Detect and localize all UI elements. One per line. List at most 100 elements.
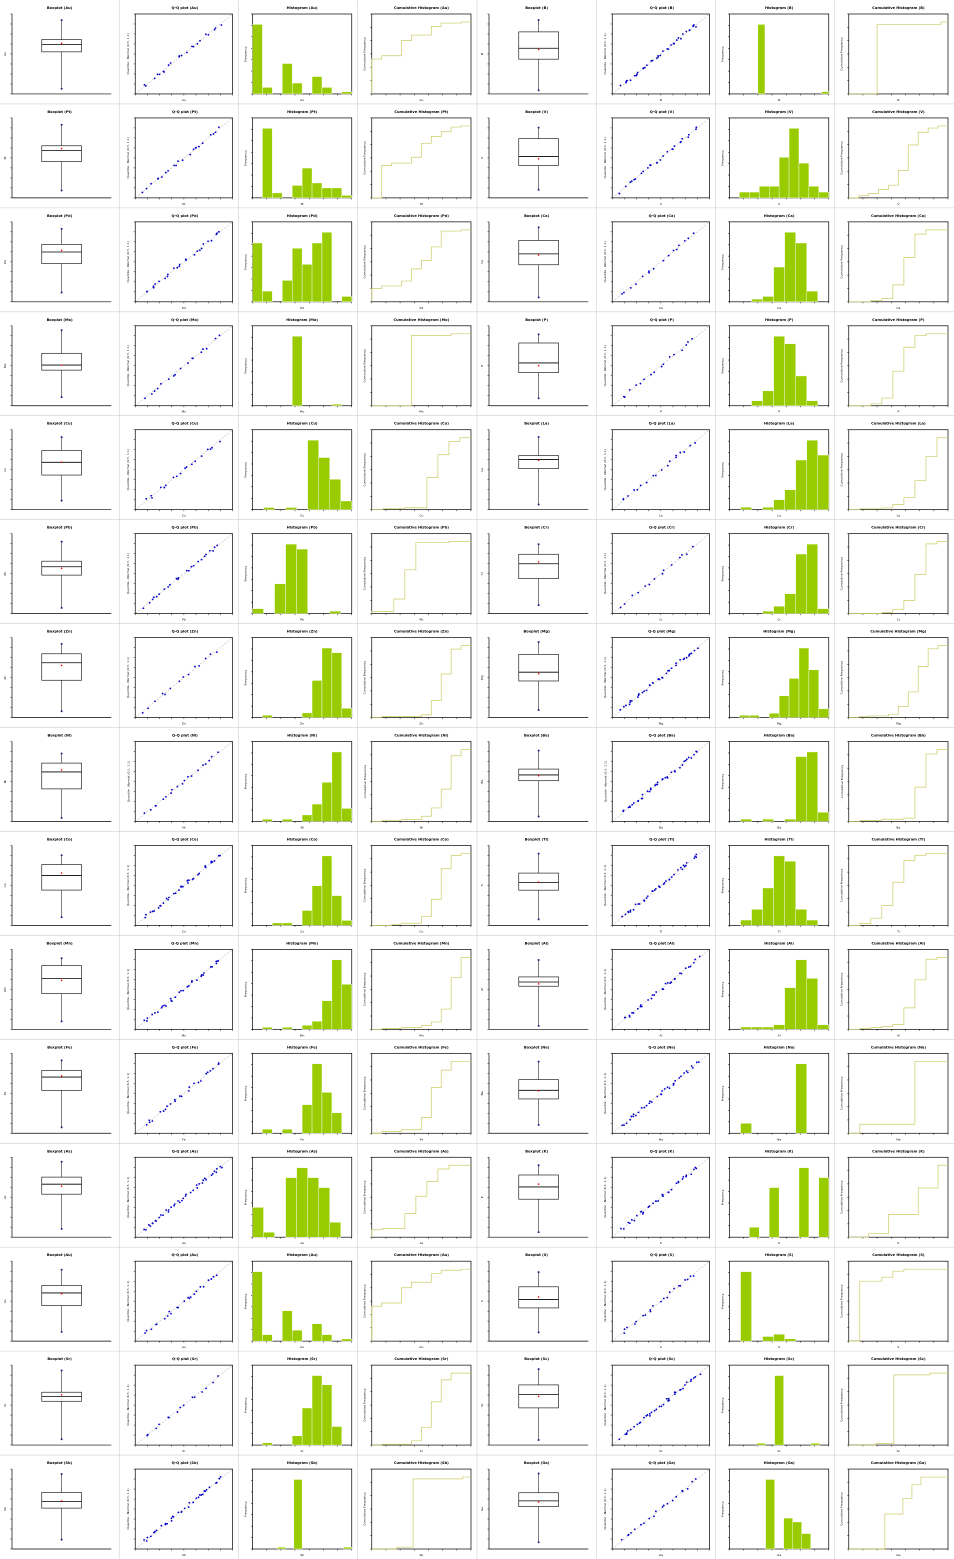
qq-point: [637, 696, 639, 698]
qq-point: [158, 73, 161, 76]
qq-point: [648, 1205, 651, 1208]
element-panel-group: Boxplot (Mg) Mg Q-Q plot (Mg) Quantile - No…: [480, 630, 949, 726]
hist-ylabel: Frequency: [244, 566, 248, 582]
qq-point: [635, 1320, 638, 1323]
cum-ylabel: Cumulative Frequency: [363, 245, 367, 279]
reference-line: [612, 741, 710, 822]
qq-point: [185, 466, 188, 468]
plot-frame: [371, 637, 472, 718]
hist-title: Histogram (La): [764, 422, 795, 426]
qq-point: [622, 809, 625, 812]
cum-line: [848, 125, 948, 199]
hist-ylabel: Frequency: [721, 1501, 725, 1517]
boxplot-ylabel: Ba: [480, 779, 484, 783]
qq-point: [202, 972, 205, 974]
element-panel-group: Boxplot (As) As Q-Q plot (As) Quantile - No…: [3, 1149, 472, 1245]
min-marker: [537, 296, 540, 299]
qq-point: [204, 657, 207, 660]
mean-marker: [537, 364, 540, 367]
hist-ylabel: Frequency: [721, 1397, 725, 1413]
qq-title: Q-Q plot (K): [650, 1149, 675, 1153]
qq-point: [680, 140, 682, 143]
qq-point: [213, 859, 216, 862]
cum-xlabel: Fe: [420, 1137, 424, 1141]
qq-point: [172, 476, 175, 479]
qq-point: [623, 1124, 625, 1127]
qq-ylabel: Quantile - Normal (0.5, 1.1): [603, 1384, 607, 1425]
plot-frame: [729, 741, 830, 822]
qq-point: [668, 356, 671, 358]
hist-bar: [321, 232, 333, 303]
qq-point: [668, 878, 671, 881]
qq-point: [210, 755, 213, 758]
qq-point: [649, 1310, 652, 1313]
hist-bar: [262, 1128, 273, 1134]
qq-point: [151, 910, 154, 913]
qq-point: [651, 994, 654, 997]
qq-point: [678, 972, 681, 975]
qq-xlabel: Pb: [182, 618, 186, 622]
qq-point: [682, 1387, 684, 1390]
qq-point: [687, 133, 690, 136]
qq-point: [209, 133, 212, 136]
qq-point: [182, 989, 185, 992]
qq-point: [663, 1087, 666, 1090]
qq-xlabel: Na: [659, 1137, 663, 1141]
qq-point: [695, 1061, 698, 1064]
qq-point: [172, 267, 175, 269]
qq-point: [176, 1411, 179, 1413]
qq-point: [677, 868, 679, 871]
qq-point: [685, 656, 688, 659]
hist-bar: [321, 87, 333, 95]
qq-point: [633, 1528, 636, 1531]
qq-point: [174, 892, 177, 895]
boxplot-title: Boxplot (Mg): [524, 630, 551, 634]
qq-point: [194, 460, 197, 463]
qq-point: [628, 1015, 631, 1018]
mean-marker: [60, 567, 63, 570]
qq-point: [668, 1087, 671, 1089]
qq-point: [661, 778, 664, 780]
qq-title: Q-Q plot (B): [650, 6, 675, 10]
qq-point: [178, 680, 181, 683]
max-marker: [60, 1059, 63, 1062]
hist-bar: [795, 375, 807, 406]
qq-point: [650, 997, 653, 1000]
max-marker: [537, 1271, 540, 1274]
cum-title: Cumulative Histogram (Ca): [871, 214, 926, 218]
qq-point: [662, 1195, 664, 1198]
qq-point: [673, 145, 676, 148]
box: [41, 653, 82, 681]
qq-point: [618, 192, 621, 195]
qq-point: [188, 1297, 191, 1300]
max-marker: [537, 1368, 540, 1371]
hist-title: Histogram (Ba): [764, 734, 795, 738]
hist-ylabel: Frequency: [721, 1189, 725, 1205]
qq-point: [633, 1219, 636, 1222]
qq-point: [695, 853, 698, 856]
min-marker: [537, 815, 540, 818]
qq-point: [170, 1312, 172, 1315]
qq-point: [631, 803, 634, 806]
qq-title: Q-Q plot (Cu): [172, 422, 199, 426]
hist-bar: [817, 608, 829, 614]
element-panel-group: Boxplot (Ca) Ca Q-Q plot (Ca) Quantile - No…: [480, 214, 949, 310]
qq-point: [155, 1220, 157, 1223]
qq-point: [145, 497, 148, 500]
qq-xlabel: As: [182, 1241, 186, 1245]
qq-point: [153, 1531, 155, 1534]
hist-bar: [252, 1271, 263, 1342]
boxplot-title: Boxplot (Sb): [47, 1461, 73, 1465]
cum-line: [848, 749, 948, 822]
qq-point: [673, 353, 675, 356]
qq-xlabel: Ni: [182, 825, 185, 829]
element-panel-group: Boxplot (Au) Au Q-Q plot (Au) Quantile - No…: [3, 1253, 472, 1349]
qq-point: [638, 692, 640, 695]
qq-point: [692, 24, 695, 26]
cum-xlabel: Sb: [419, 1553, 423, 1557]
plot-frame: [371, 845, 472, 926]
hist-bar: [311, 885, 323, 926]
cum-ylabel: Cumulative Frequency: [840, 37, 844, 71]
hist-bar: [784, 987, 796, 1030]
qq-point: [150, 494, 153, 497]
